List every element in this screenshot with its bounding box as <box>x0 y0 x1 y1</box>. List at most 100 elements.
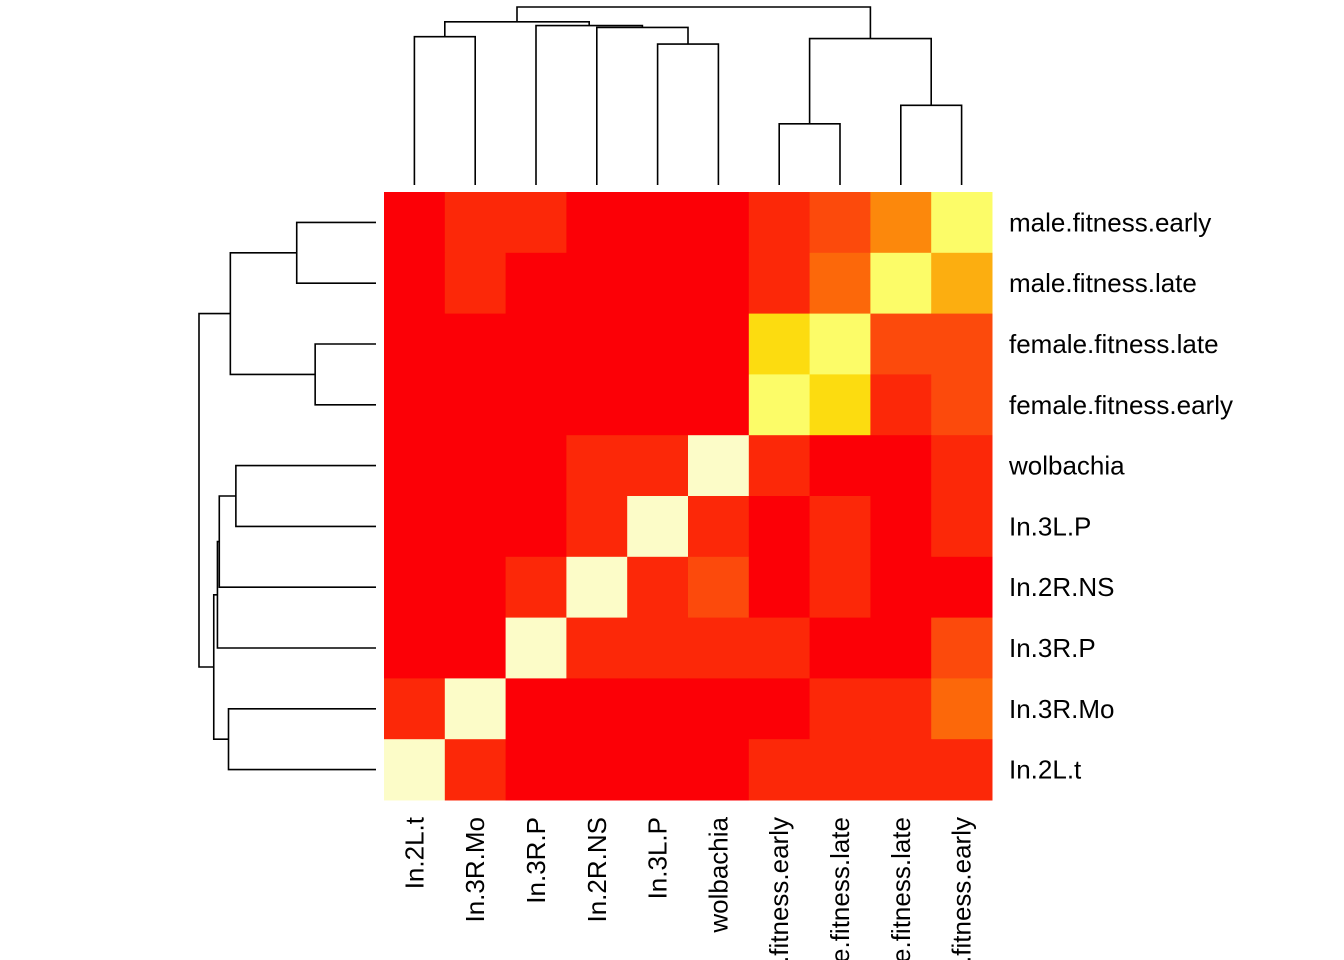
column-labels: In.2L.t In.3R.Mo In.3R.P In.2R.NS In.3L.P wol… <box>399 816 976 960</box>
column-label: In.2L.t <box>399 816 429 889</box>
heatmap-cell <box>444 678 507 740</box>
heatmap-cell <box>809 252 871 315</box>
heatmap-cell <box>870 739 932 801</box>
heatmap-cell <box>505 192 567 254</box>
heatmap-cell <box>688 192 750 254</box>
heatmap-cell <box>870 556 932 619</box>
heatmap-cell <box>566 313 628 375</box>
heatmap-cell <box>505 252 567 315</box>
column-label: female.fitness.early <box>764 817 794 960</box>
heatmap-cell <box>931 556 993 619</box>
dendrogram-branch <box>535 24 644 185</box>
heatmap-cell <box>931 374 993 436</box>
heatmap-cell <box>809 192 871 254</box>
heatmap-cell <box>870 374 932 436</box>
heatmap-cell <box>748 496 811 558</box>
heatmap-cell <box>627 739 689 801</box>
heatmap-cell <box>931 496 993 558</box>
heatmap-cell <box>688 617 750 679</box>
heatmap-cell <box>809 435 871 497</box>
heatmap-cell <box>444 496 507 558</box>
heatmap-cell <box>688 252 750 315</box>
heatmap-cell <box>870 252 932 315</box>
row-label: male.fitness.late <box>1009 268 1197 298</box>
row-label: female.fitness.late <box>1009 329 1219 359</box>
heatmap-cell <box>384 252 446 315</box>
heatmap-cell <box>870 617 932 679</box>
column-label: In.2R.NS <box>582 817 612 923</box>
heatmap-cell <box>931 252 993 315</box>
row-label: In.2L.t <box>1009 755 1082 785</box>
dendrogram-branch <box>212 594 229 740</box>
heatmap-cell <box>384 617 446 679</box>
heatmap-cell <box>809 739 871 801</box>
heatmap-cell <box>809 678 871 740</box>
heatmap-cell <box>566 556 628 619</box>
heatmap-cell <box>627 617 689 679</box>
heatmap-cell <box>809 496 871 558</box>
dendrogram-branch <box>314 343 376 406</box>
heatmap-cell <box>627 252 689 315</box>
heatmap-cell <box>627 374 689 436</box>
dendrogram-branch <box>229 252 316 376</box>
column-dendrogram <box>413 6 963 185</box>
dendrogram-branch <box>596 26 689 185</box>
heatmap-cell <box>809 617 871 679</box>
heatmap-cell <box>384 374 446 436</box>
heatmap-cell <box>748 435 811 497</box>
heatmap-cell <box>748 617 811 679</box>
heatmap-cell <box>931 313 993 375</box>
dendrogram-branch <box>216 540 376 649</box>
dendrogram-branch <box>218 495 376 588</box>
heatmap-cell <box>505 739 567 801</box>
heatmap-cell <box>566 374 628 436</box>
heatmap-cell <box>809 374 871 436</box>
dendrogram-branch <box>808 37 932 124</box>
dendrogram-branch <box>198 312 231 668</box>
heatmap-cell <box>688 678 750 740</box>
dendrogram-branch <box>235 464 376 528</box>
heatmap-cell <box>505 374 567 436</box>
dendrogram-branch <box>778 123 841 185</box>
dendrogram-branch <box>413 35 476 185</box>
heatmap-cell <box>505 496 567 558</box>
heatmap-cells <box>384 192 993 801</box>
heatmap-cell <box>748 252 811 315</box>
heatmap-cell <box>566 739 628 801</box>
heatmap-cell <box>931 617 993 679</box>
heatmap-cell <box>748 192 811 254</box>
row-label: In.2R.NS <box>1009 572 1115 602</box>
row-label: female.fitness.early <box>1009 390 1233 420</box>
heatmap-cell <box>627 496 689 558</box>
heatmap-cell <box>384 435 446 497</box>
heatmap-cell <box>505 678 567 740</box>
heatmap-cell <box>748 678 811 740</box>
heatmap-cell <box>444 252 507 315</box>
heatmap-cell <box>444 313 507 375</box>
column-label: In.3R.Mo <box>460 817 490 923</box>
heatmap-cell <box>688 739 750 801</box>
heatmap-cell <box>444 739 507 801</box>
heatmap-cell <box>384 556 446 619</box>
heatmap-cell <box>870 678 932 740</box>
heatmap-cell <box>688 435 750 497</box>
heatmap-cell <box>627 435 689 497</box>
heatmap-cell <box>748 374 811 436</box>
dendrogram-branch <box>656 43 720 185</box>
heatmap-cell <box>444 556 507 619</box>
column-label: In.3R.P <box>521 817 551 904</box>
heatmap-cell <box>444 192 507 254</box>
heatmap-cell <box>627 313 689 375</box>
dendrogram-branch <box>295 221 376 284</box>
heatmap-cell <box>809 313 871 375</box>
heatmap-cell <box>566 496 628 558</box>
heatmap-cell <box>505 556 567 619</box>
dendrogram-branch <box>516 6 872 39</box>
column-label: male.fitness.early <box>947 817 977 960</box>
heatmap-cell <box>748 739 811 801</box>
heatmap-cell <box>566 252 628 315</box>
column-label: female.fitness.late <box>825 817 855 960</box>
heatmap-cell <box>384 192 446 254</box>
column-label: wolbachia <box>703 816 733 933</box>
heatmap-cell <box>566 192 628 254</box>
